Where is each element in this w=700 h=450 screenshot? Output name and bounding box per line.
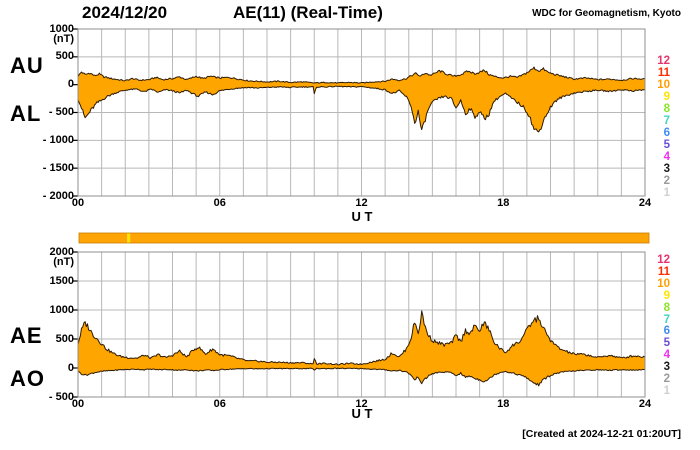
y-tick-label: - 1500 bbox=[42, 161, 74, 174]
y-tick-label: 1000 bbox=[49, 22, 74, 35]
y-tick-label: - 1000 bbox=[42, 133, 74, 146]
y-tick-label: 1500 bbox=[49, 274, 74, 287]
legend-station-count: 10 bbox=[657, 79, 670, 91]
y-axis-unit-top: (nT) bbox=[53, 33, 74, 45]
legend-station-count: 7 bbox=[663, 313, 670, 326]
legend-station-count: 4 bbox=[663, 349, 670, 362]
x-tick-label: 12 bbox=[355, 398, 368, 410]
legend-station-count: 10 bbox=[657, 277, 670, 290]
legend-station-count: 3 bbox=[663, 163, 670, 175]
x-tick-label: 00 bbox=[71, 398, 85, 410]
y-tick-label: 0 bbox=[67, 78, 74, 91]
created-timestamp-label: [Created at 2024-12-21 01:20UT] bbox=[522, 428, 681, 440]
y-tick-label: 500 bbox=[55, 332, 74, 345]
station-count-bar-segment bbox=[79, 233, 128, 243]
legend-station-count: 2 bbox=[663, 373, 670, 385]
x-tick-label: 24 bbox=[638, 398, 652, 410]
legend-station-count: 12 bbox=[657, 254, 670, 266]
series-label-au: AU bbox=[10, 53, 44, 78]
series-label-al: AL bbox=[10, 101, 42, 126]
y-axis-unit-bottom: (nT) bbox=[53, 256, 74, 268]
x-axis-label-bottom: U T bbox=[351, 406, 373, 421]
legend-station-count: 3 bbox=[663, 361, 670, 374]
legend-station-count: 8 bbox=[663, 103, 670, 115]
x-tick-label: 12 bbox=[355, 197, 368, 209]
legend-station-count: 6 bbox=[663, 325, 670, 338]
x-tick-label: 18 bbox=[497, 197, 510, 209]
x-tick-label: 00 bbox=[71, 197, 85, 209]
series-label-ae: AE bbox=[10, 323, 43, 348]
legend-station-count: 8 bbox=[663, 301, 670, 314]
legend-station-count: 11 bbox=[657, 265, 670, 278]
station-count-bar-segment bbox=[130, 233, 650, 243]
date-label: 2024/12/20 bbox=[82, 3, 168, 22]
y-tick-label: - 500 bbox=[48, 106, 74, 118]
series-label-ao: AO bbox=[10, 366, 45, 391]
page-title: AE(11) (Real-Time) bbox=[233, 3, 383, 22]
x-tick-label: 06 bbox=[213, 398, 226, 410]
y-tick-label: - 2000 bbox=[42, 189, 74, 202]
y-tick-label: - 500 bbox=[48, 390, 74, 403]
legend-station-count: 9 bbox=[663, 289, 670, 302]
legend-station-count: 4 bbox=[663, 151, 670, 163]
y-tick-label: 0 bbox=[67, 361, 74, 374]
y-tick-label: 500 bbox=[55, 50, 74, 63]
x-axis-label-top: U T bbox=[351, 209, 373, 224]
legend-station-count: 5 bbox=[663, 337, 670, 350]
legend-station-count: 6 bbox=[663, 127, 670, 139]
legend-station-count: 11 bbox=[657, 67, 670, 79]
legend-station-count: 12 bbox=[657, 55, 670, 67]
legend-station-count: 5 bbox=[663, 139, 670, 151]
y-tick-label: 1000 bbox=[49, 303, 74, 316]
legend-station-count: 1 bbox=[663, 187, 670, 199]
legend-station-count: 7 bbox=[663, 115, 670, 127]
x-tick-label: 18 bbox=[497, 398, 510, 410]
x-tick-label: 24 bbox=[638, 197, 652, 209]
station-count-bar-segment bbox=[127, 233, 131, 243]
legend-station-count: 9 bbox=[663, 91, 670, 103]
observatory-source-label: WDC for Geomagnetism, Kyoto bbox=[532, 8, 681, 19]
legend-station-count: 2 bbox=[663, 175, 670, 187]
legend-station-count: 1 bbox=[663, 384, 670, 397]
y-tick-label: 2000 bbox=[49, 245, 74, 258]
x-tick-label: 06 bbox=[213, 197, 226, 209]
